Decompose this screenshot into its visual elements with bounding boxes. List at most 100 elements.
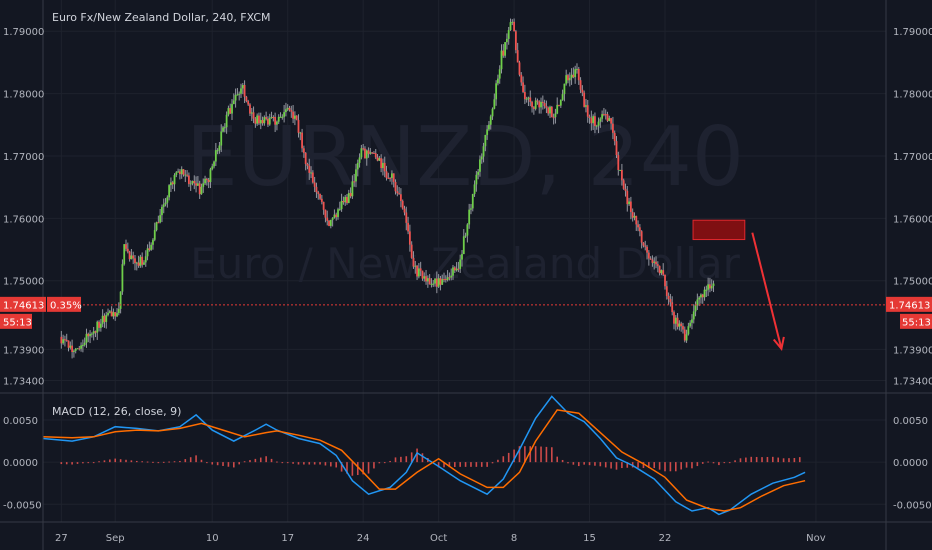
candle-body: [179, 171, 181, 175]
candle-body: [173, 174, 176, 185]
candle-body: [538, 101, 541, 108]
candle-body: [626, 190, 629, 205]
candle-body: [132, 255, 135, 259]
candle-body: [581, 89, 584, 93]
candle-body: [468, 209, 471, 225]
candle-body: [511, 21, 514, 23]
candle-body: [99, 323, 102, 328]
candle-body: [227, 108, 230, 115]
macd-histogram-bar: [87, 462, 90, 464]
last-price-value-left: 1.74613: [3, 300, 44, 311]
candle-body: [506, 38, 508, 43]
candle-body: [550, 106, 553, 118]
candle-body: [166, 197, 169, 203]
candle-body: [685, 334, 688, 341]
candle-body: [353, 181, 356, 183]
candle-body: [243, 85, 246, 97]
candle-body: [356, 162, 359, 170]
candle-body: [466, 224, 469, 236]
last-price-tag-right: [886, 296, 932, 312]
macd-histogram-bar: [270, 458, 273, 463]
candle-body: [320, 198, 323, 202]
macd-histogram-bar: [658, 462, 661, 470]
candle-body: [123, 244, 126, 265]
x-tick-label: 10: [206, 533, 219, 544]
macd-histogram-bar: [324, 462, 327, 466]
candle-body: [547, 107, 550, 114]
candle-body: [355, 169, 357, 182]
candle-body: [108, 311, 111, 313]
y-tick-label-right: 1.75000: [893, 277, 932, 288]
candle-body: [516, 50, 519, 63]
candle-body: [164, 202, 167, 205]
y-tick-label-right: 1.79000: [893, 27, 932, 38]
macd-histogram-bar: [119, 459, 122, 463]
candle-body: [434, 278, 436, 284]
macd-histogram-bar: [750, 456, 753, 463]
candle-body: [568, 77, 571, 81]
candle-body: [597, 121, 600, 126]
candle-body: [315, 186, 318, 193]
candle-body: [534, 100, 537, 109]
candle-body: [419, 268, 422, 271]
candle-body: [73, 350, 75, 352]
candle-body: [180, 169, 183, 175]
candle-body: [335, 214, 338, 218]
candle-body: [286, 107, 289, 110]
candle-body: [450, 275, 453, 278]
y-tick-label-left: 1.78000: [3, 90, 44, 101]
macd-histogram-bar: [130, 460, 133, 463]
candle-body: [464, 235, 467, 237]
candle-body: [382, 162, 384, 169]
candle-body: [426, 278, 429, 282]
candle-body: [207, 179, 210, 183]
candle-body: [344, 196, 347, 203]
macd-histogram-bar: [173, 461, 176, 463]
candle-body: [470, 208, 472, 210]
candle-body: [263, 117, 266, 124]
candle-body: [329, 219, 332, 226]
macd-histogram-bar: [728, 462, 731, 464]
y-tick-label-right: 1.76000: [893, 214, 932, 225]
macd-histogram-bar: [691, 462, 693, 469]
candle-body: [525, 98, 528, 100]
macd-histogram-bar: [367, 462, 370, 474]
candle-body: [649, 258, 652, 260]
candle-body: [150, 244, 153, 250]
macd-histogram-bar: [551, 447, 553, 463]
candle-body: [462, 236, 465, 255]
candle-body: [457, 268, 460, 270]
candle-body: [110, 311, 113, 317]
countdown-value-right: 55:13: [902, 317, 931, 328]
candle-body: [261, 120, 264, 124]
macd-histogram-bar: [572, 462, 575, 465]
candle-body: [367, 150, 370, 154]
countdown-value-left: 55:13: [3, 317, 32, 328]
macd-histogram-bar: [92, 462, 95, 464]
candle-body: [128, 251, 131, 260]
macd-histogram-bar: [146, 461, 149, 463]
candle-body: [622, 180, 625, 189]
candle-body: [518, 62, 521, 75]
macd-histogram-bar: [448, 462, 451, 468]
candle-body: [579, 80, 582, 90]
candle-body: [187, 175, 190, 184]
candle-body: [683, 329, 686, 341]
candle-body: [570, 74, 573, 78]
macd-histogram-bar: [394, 457, 397, 463]
macd-histogram-bar: [114, 458, 117, 463]
candle-body: [383, 162, 386, 172]
macd-histogram-bar: [303, 462, 305, 465]
candle-body: [254, 118, 257, 124]
candle-body: [412, 257, 415, 267]
candle-body: [116, 313, 118, 317]
candle-body: [461, 254, 463, 260]
candle-body: [304, 152, 307, 164]
candle-body: [92, 331, 95, 334]
macd-histogram-bar: [297, 462, 300, 465]
candle-body: [279, 116, 282, 118]
candle-body: [360, 148, 363, 158]
candle-body: [432, 283, 435, 285]
candle-body: [161, 206, 163, 216]
x-tick-label: Nov: [806, 533, 826, 544]
